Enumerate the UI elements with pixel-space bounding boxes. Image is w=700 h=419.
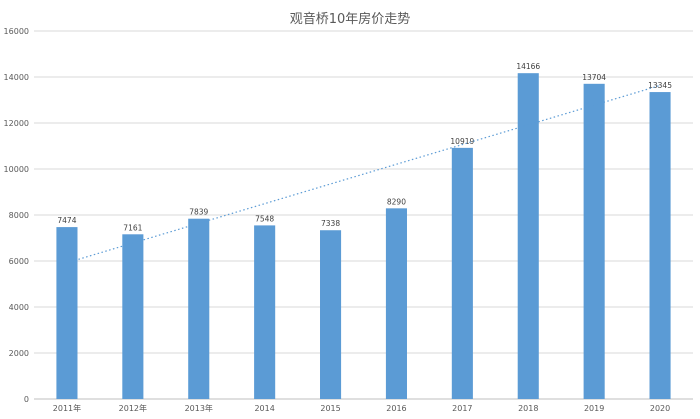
trendline	[66, 84, 661, 264]
bar	[583, 83, 605, 400]
x-tick-label: 2020	[650, 404, 670, 413]
bar	[517, 73, 539, 399]
x-tick-label: 2018	[518, 404, 538, 413]
bar	[56, 227, 78, 399]
data-label: 8290	[387, 197, 406, 206]
bar	[385, 208, 407, 399]
y-tick-label: 8000	[9, 211, 29, 220]
bar	[649, 92, 671, 399]
y-tick-label: 6000	[9, 257, 29, 266]
bar	[254, 225, 276, 399]
data-label: 7839	[189, 208, 208, 217]
y-tick-label: 2000	[9, 349, 29, 358]
data-label: 7338	[321, 219, 340, 228]
x-tick-label: 2012年	[119, 403, 147, 413]
data-label: 13704	[582, 73, 606, 82]
data-label: 14166	[516, 62, 540, 71]
data-label: 7474	[57, 216, 76, 225]
data-label: 13345	[648, 81, 672, 90]
y-tick-label: 4000	[9, 303, 29, 312]
bar	[451, 147, 473, 399]
bar	[122, 234, 144, 399]
x-tick-label: 2017	[452, 404, 472, 413]
y-tick-label: 14000	[4, 73, 29, 82]
x-tick-label: 2014	[254, 404, 274, 413]
y-tick-label: 10000	[4, 165, 29, 174]
bar	[320, 230, 342, 399]
x-tick-label: 2015	[320, 404, 340, 413]
x-tick-label: 2016	[386, 404, 406, 413]
y-tick-label: 12000	[4, 119, 29, 128]
x-tick-label: 2019	[584, 404, 604, 413]
bar	[188, 218, 210, 399]
chart-title: 观音桥10年房价走势	[289, 12, 411, 27]
data-label: 7548	[255, 214, 274, 223]
y-tick-label: 16000	[4, 27, 29, 36]
x-tick-label: 2013年	[185, 403, 213, 413]
y-tick-label: 0	[24, 395, 29, 404]
data-label: 7161	[123, 223, 142, 232]
x-tick-label: 2011年	[53, 403, 81, 413]
data-label: 10919	[450, 137, 474, 146]
